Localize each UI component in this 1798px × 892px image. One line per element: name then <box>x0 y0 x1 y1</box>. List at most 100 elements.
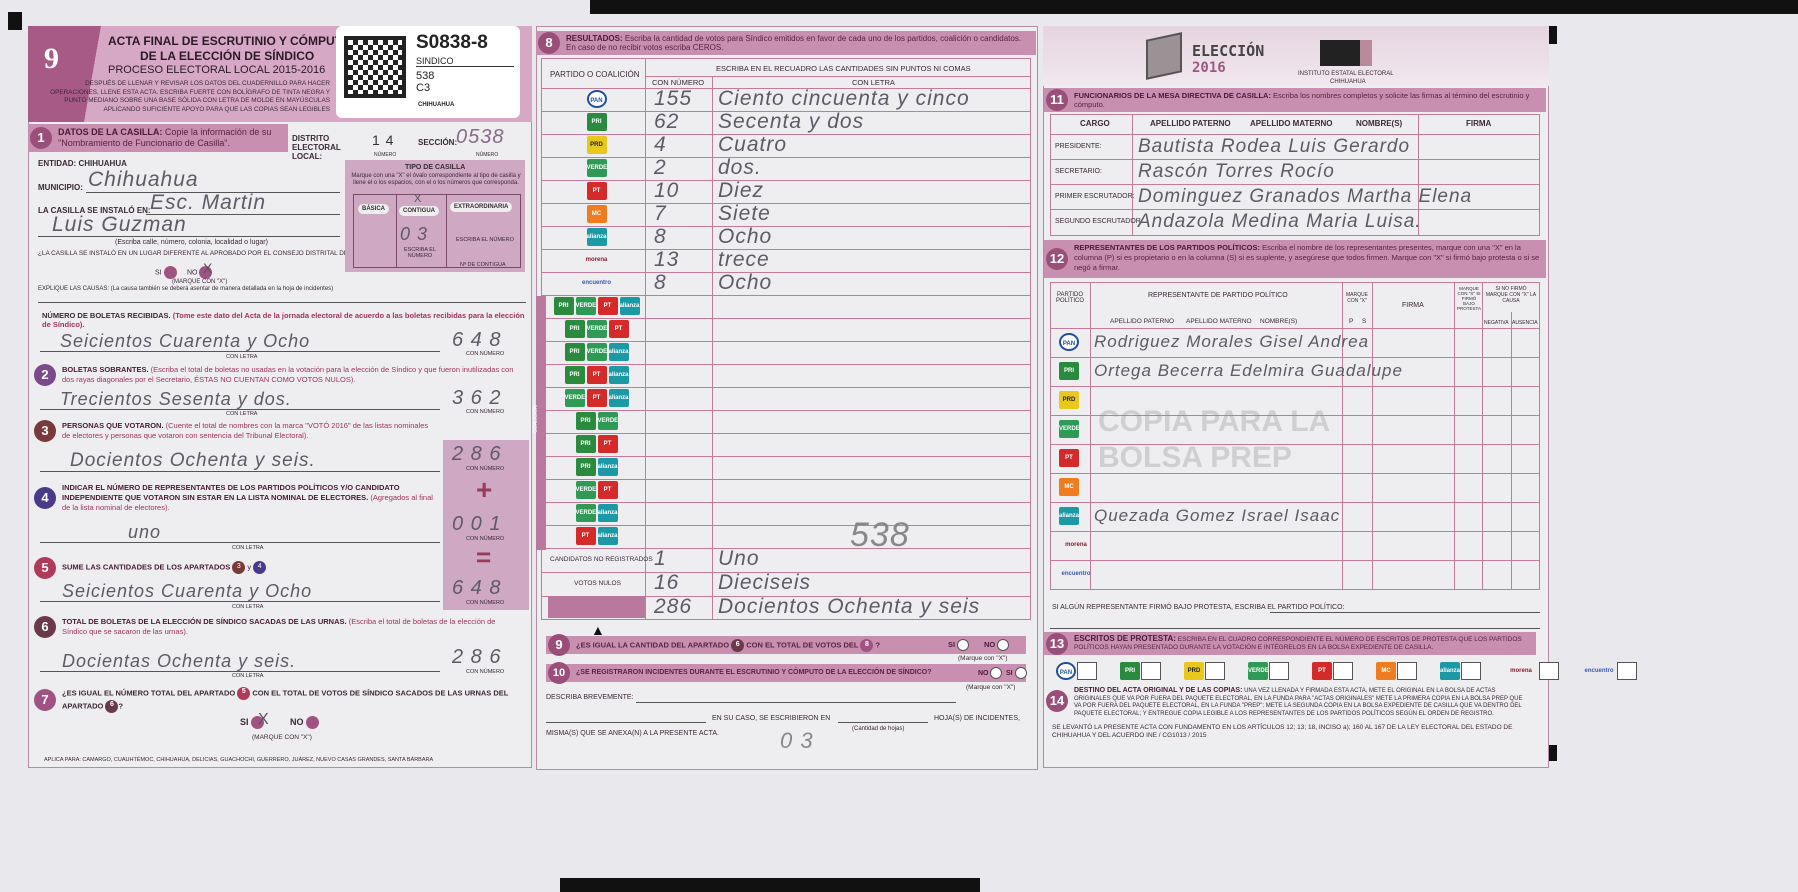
funcionario-name-input[interactable]: Dominguez Granados Martha Elena <box>1138 186 1473 207</box>
votos-nulos-number[interactable]: 16 <box>654 571 680 594</box>
mc-logo-icon: MC <box>1059 478 1079 496</box>
law-text: SE LEVANTÓ LA PRESENTE ACTA CON FUNDAMEN… <box>1052 724 1513 739</box>
note: (Cuente el total de nombres con la marca… <box>62 421 429 440</box>
protest-count-input[interactable] <box>1269 662 1289 680</box>
label: ¿SE REGISTRARON INCIDENTES DURANTE EL ES… <box>576 669 932 676</box>
votes-letter-input[interactable]: Ciento cincuenta y cinco <box>718 87 970 110</box>
candidatos-no-registrados-letter[interactable]: Uno <box>718 547 760 570</box>
protest-count-box[interactable]: PAN <box>1055 662 1119 680</box>
votes-number-input[interactable]: 2 <box>654 156 667 179</box>
votes-number-input[interactable]: 10 <box>654 179 680 202</box>
protest-count-input[interactable] <box>1141 662 1161 680</box>
party-row: PRI <box>548 113 645 131</box>
votes-number-input[interactable]: 4 <box>654 133 667 156</box>
votes-letter-input[interactable]: Ocho <box>718 225 773 248</box>
protest-count-box[interactable]: PRI <box>1119 662 1183 680</box>
sec7-no-option[interactable]: NO <box>290 716 320 729</box>
basica-option[interactable]: BÁSICA <box>358 204 390 214</box>
instalo-label: LA CASILLA SE INSTALÓ EN: <box>38 206 151 215</box>
party-cell: morena <box>1058 536 1094 554</box>
si-oval[interactable] <box>251 716 265 729</box>
votos-nulos-letter[interactable]: Dieciseis <box>718 571 812 594</box>
protest-count-box[interactable]: PRD <box>1183 662 1247 680</box>
total-number[interactable]: 286 <box>654 595 693 618</box>
protest-count-input[interactable] <box>1077 662 1097 680</box>
representante-name-input[interactable]: Quezada Gomez Israel Isaac <box>1094 506 1341 525</box>
si-oval[interactable] <box>163 266 177 279</box>
protest-count-input[interactable] <box>1397 662 1417 680</box>
protest-count-input[interactable] <box>1205 662 1225 680</box>
party-cell: PRD <box>1058 391 1080 409</box>
contigua-option[interactable]: CONTIGUA <box>399 206 439 216</box>
votes-letter-input[interactable]: Diez <box>718 179 765 202</box>
protest-count-input[interactable] <box>1333 662 1353 680</box>
votes-number-input[interactable]: 7 <box>654 202 667 225</box>
no-oval[interactable] <box>990 667 1003 679</box>
protest-count-input[interactable] <box>1539 662 1559 680</box>
divider <box>1050 134 1540 135</box>
votes-letter-input[interactable]: trece <box>718 248 770 271</box>
protesta-partido-label: SI ALGÚN REPRESENTANTE FIRMÓ BAJO PROTES… <box>1052 604 1345 611</box>
barcode-sticker: S0838-8 SINDICO 538 C3 CHIHUAHUA <box>336 26 520 118</box>
sec10-no-option[interactable]: NO <box>978 667 1003 679</box>
party-row: VERDE <box>548 159 645 177</box>
candidatos-no-registrados-number[interactable]: 1 <box>654 547 667 570</box>
sec9-si-option[interactable]: SI <box>948 639 970 651</box>
protest-count-input[interactable] <box>1617 662 1637 680</box>
votes-letter-input[interactable]: Secenta y dos <box>718 110 865 133</box>
votes-letter-input[interactable]: Cuatro <box>718 133 788 156</box>
divider <box>446 194 447 268</box>
protest-count-box[interactable]: VERDE <box>1247 662 1311 680</box>
sec7-si-option[interactable]: SI X <box>240 711 269 729</box>
votos-nulos-label: VOTOS NULOS <box>574 580 621 587</box>
instalo-hint: (Escriba calle, número, colonia, localid… <box>115 239 268 246</box>
no-oval[interactable] <box>199 266 213 279</box>
alianza-logo-icon: alianza <box>619 297 640 315</box>
protest-count-input[interactable] <box>1461 662 1481 680</box>
alianza-logo-icon: alianza <box>597 527 618 545</box>
protest-count-box[interactable]: morena <box>1503 662 1581 680</box>
protest-count-box[interactable]: MC <box>1375 662 1439 680</box>
si-oval[interactable] <box>957 639 970 651</box>
sec10-si-option[interactable]: SI <box>1006 667 1027 679</box>
funcionario-name-input[interactable]: Andazola Medina Maria Luisa. <box>1138 211 1422 232</box>
protest-count-box[interactable]: encuentro <box>1581 662 1659 680</box>
funcionario-name-input[interactable]: Rascón Torres Rocío <box>1138 161 1335 182</box>
votes-number-input[interactable]: 155 <box>654 87 693 110</box>
votes-number-input[interactable]: 13 <box>654 248 680 271</box>
divider <box>541 525 1031 526</box>
alianza-logo-icon: alianza <box>597 458 618 476</box>
funcionario-name-input[interactable]: Bautista Rodea Luis Gerardo <box>1138 136 1411 157</box>
total-boletas-numero: 2 8 6 <box>452 646 502 668</box>
col-s: S <box>1362 318 1367 325</box>
describa-line <box>546 722 706 723</box>
divider <box>541 572 1031 573</box>
extraordinaria-option[interactable]: EXTRAORDINARIA <box>450 202 513 212</box>
logo-year: 2016 <box>1192 60 1226 76</box>
lugar-no-option[interactable]: NO X <box>187 260 213 279</box>
protest-count-box[interactable]: PT <box>1311 662 1375 680</box>
lugar-si-option[interactable]: SI <box>155 266 177 279</box>
section-title: REPRESENTANTES DE LOS PARTIDOS POLÍTICOS… <box>1074 243 1260 252</box>
representante-name-input[interactable]: Ortega Becerra Edelmira Guadalupe <box>1094 361 1403 380</box>
votes-letter-input[interactable]: Siete <box>718 202 771 225</box>
no-oval[interactable] <box>997 639 1010 651</box>
si-oval[interactable] <box>1014 667 1027 679</box>
sec9-no-option[interactable]: NO <box>984 639 1010 651</box>
votes-number-input[interactable]: 8 <box>654 271 667 294</box>
protest-count-box[interactable]: alianza <box>1439 662 1503 680</box>
representante-name-input[interactable]: Rodriguez Morales Gisel Andrea <box>1094 332 1370 351</box>
anexa-label: MISMA(S) QUE SE ANEXA(N) A LA PRESENTE A… <box>546 730 719 737</box>
section-number-badge: 1 <box>30 127 52 149</box>
col-header: CARGO <box>1080 119 1110 128</box>
no-oval[interactable] <box>306 716 320 729</box>
votes-number-input[interactable]: 62 <box>654 110 680 133</box>
total-letter[interactable]: Docientos Ochenta y seis <box>718 595 981 618</box>
verde-logo-icon: VERDE <box>586 343 607 361</box>
pri-logo-icon: PRI <box>564 343 585 361</box>
entidad: ENTIDAD: CHIHUAHUA <box>38 159 127 168</box>
equals-sign: = <box>476 542 492 572</box>
votes-letter-input[interactable]: Ocho <box>718 271 773 294</box>
votes-letter-input[interactable]: dos. <box>718 156 762 179</box>
votes-number-input[interactable]: 8 <box>654 225 667 248</box>
